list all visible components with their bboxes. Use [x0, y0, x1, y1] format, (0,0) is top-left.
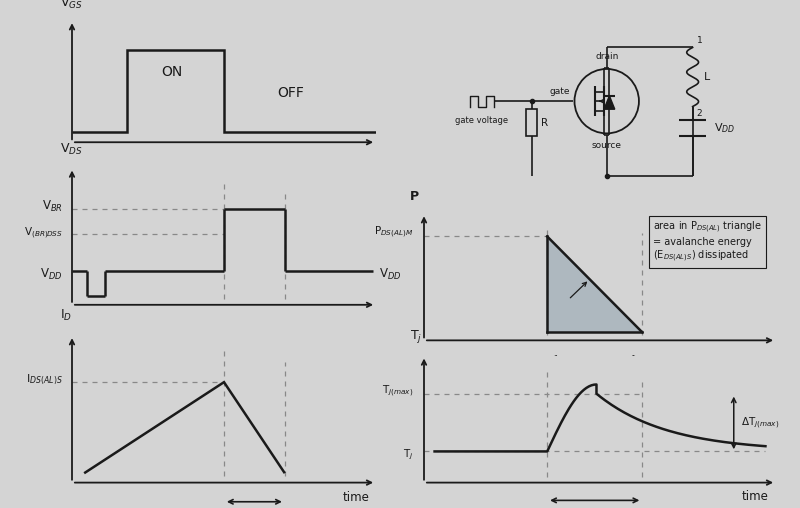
Bar: [526, 109, 537, 136]
Text: V$_{DD}$: V$_{DD}$: [714, 121, 735, 135]
Text: T$_{j(max)}$: T$_{j(max)}$: [382, 384, 414, 399]
Text: P$_{DS(AL)M}$: P$_{DS(AL)M}$: [374, 225, 414, 240]
Text: T$_j$: T$_j$: [403, 448, 414, 462]
Text: area in P$_{DS(AL)}$ triangle
= avalanche energy
(E$_{DS(AL)S}$) dissipated: area in P$_{DS(AL)}$ triangle = avalanch…: [653, 219, 762, 264]
Text: T$_j$: T$_j$: [410, 329, 422, 345]
Text: L: L: [704, 72, 710, 82]
Text: time: time: [343, 491, 370, 504]
Text: V$_{DD}$: V$_{DD}$: [41, 267, 63, 282]
Text: I$_D$: I$_D$: [60, 308, 72, 324]
Text: V$_{DD}$: V$_{DD}$: [379, 267, 402, 282]
Text: gate voltage: gate voltage: [455, 116, 509, 125]
Text: V$_{DS}$: V$_{DS}$: [60, 142, 82, 156]
Circle shape: [574, 69, 639, 134]
Text: t$_{AL}$: t$_{AL}$: [586, 367, 603, 382]
Text: ΔT$_{j(max)}$: ΔT$_{j(max)}$: [741, 415, 779, 431]
Text: 1: 1: [697, 36, 702, 45]
Text: drain: drain: [595, 52, 618, 61]
Text: ON: ON: [162, 65, 183, 79]
Text: OFF: OFF: [278, 86, 304, 101]
Text: V$_{BR}$: V$_{BR}$: [42, 199, 63, 213]
Text: 2: 2: [697, 109, 702, 118]
Polygon shape: [547, 236, 642, 332]
Text: V$_{GS}$: V$_{GS}$: [60, 0, 82, 11]
Text: R: R: [541, 118, 548, 128]
Text: P: P: [410, 190, 419, 203]
Text: V$_{(BR)DSS}$: V$_{(BR)DSS}$: [24, 226, 63, 241]
Text: I$_{DS(AL)S}$: I$_{DS(AL)S}$: [26, 372, 63, 387]
Text: gate: gate: [550, 87, 570, 96]
Polygon shape: [604, 96, 614, 109]
Text: time: time: [742, 490, 769, 503]
Text: source: source: [592, 141, 622, 150]
